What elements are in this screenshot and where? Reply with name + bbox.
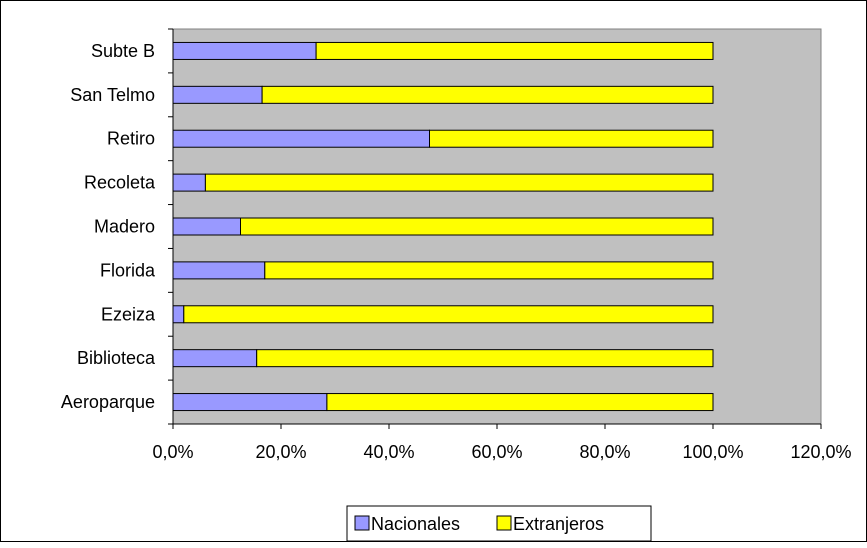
category-label: Aeroparque — [61, 392, 155, 412]
x-tick-label: 20,0% — [255, 442, 306, 462]
x-tick-label: 100,0% — [682, 442, 743, 462]
x-tick-label: 120,0% — [790, 442, 851, 462]
x-tick-label: 80,0% — [579, 442, 630, 462]
bar-nacionales-6 — [172, 305, 185, 324]
bar-nacionales-2 — [172, 129, 430, 148]
legend: Nacionales Extranjeros — [346, 505, 652, 542]
bar-nacionales-8 — [172, 393, 328, 412]
category-label: Biblioteca — [77, 348, 156, 368]
bar-extranjeros-2 — [429, 129, 714, 148]
category-label: Ezeiza — [101, 304, 156, 324]
bar-extranjeros-7 — [256, 349, 714, 368]
bar-extranjeros-8 — [326, 393, 714, 412]
bar-nacionales-7 — [172, 349, 258, 368]
x-tick-label: 40,0% — [363, 442, 414, 462]
bar-extranjeros-3 — [204, 173, 714, 192]
bar-nacionales-4 — [172, 217, 241, 236]
x-tick-label: 60,0% — [471, 442, 522, 462]
category-label: Recoleta — [84, 173, 156, 193]
bar-nacionales-1 — [172, 85, 263, 104]
x-tick-label: 0,0% — [152, 442, 193, 462]
legend-swatch-extranjeros — [496, 515, 512, 531]
bars-group — [172, 41, 714, 412]
axes-group: Subte B San Telmo Retiro Recoleta Madero Flor… — [61, 28, 852, 462]
bar-nacionales-0 — [172, 41, 317, 60]
bar-extranjeros-1 — [261, 85, 714, 104]
legend-swatch-nacionales — [354, 515, 370, 531]
category-label: Subte B — [91, 41, 155, 61]
legend-label-extranjeros: Extranjeros — [513, 514, 604, 534]
bar-nacionales-5 — [172, 261, 266, 280]
category-label: Florida — [100, 260, 156, 280]
bar-extranjeros-6 — [183, 305, 714, 324]
bar-extranjeros-5 — [264, 261, 714, 280]
category-label: San Telmo — [70, 85, 155, 105]
category-label: Madero — [94, 217, 155, 237]
legend-label-nacionales: Nacionales — [371, 514, 460, 534]
bar-nacionales-3 — [172, 173, 206, 192]
bar-extranjeros-0 — [315, 41, 714, 60]
category-label: Retiro — [107, 129, 155, 149]
bar-extranjeros-4 — [240, 217, 714, 236]
